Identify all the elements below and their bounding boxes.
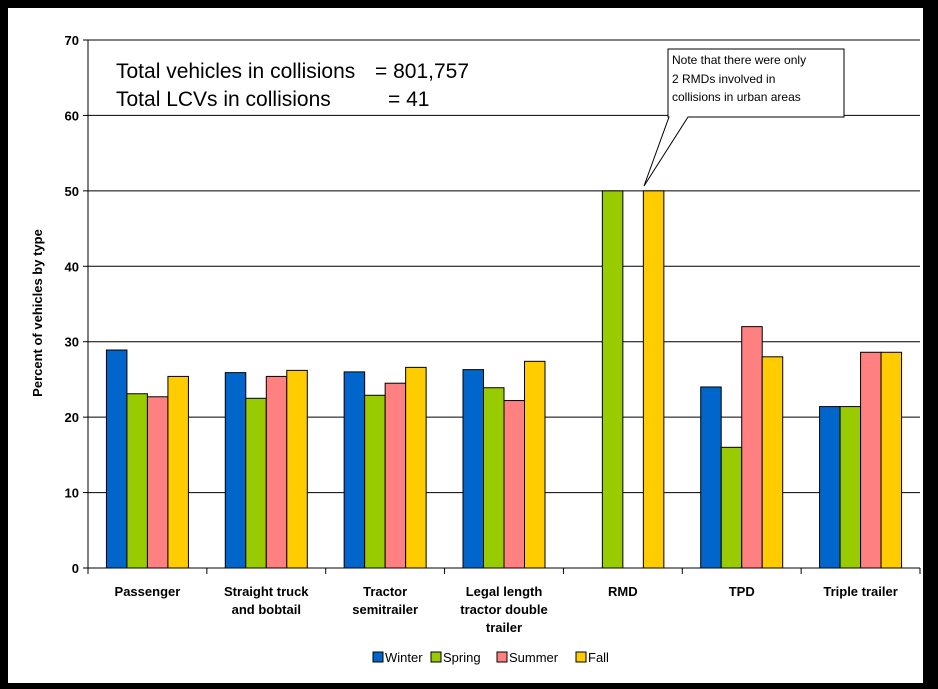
callout-box (643, 48, 845, 187)
x-category-label: RMD (608, 584, 638, 599)
x-category-label: Tractor (363, 584, 407, 599)
rmd-callout: Note that there were only 2 RMDs involve… (643, 48, 845, 187)
y-tick-labels: 0 10 20 30 40 50 60 70 (65, 33, 79, 576)
bar-fall-0 (167, 375, 189, 569)
bar-chart: 0 10 20 30 40 50 60 70 Passenger Straight truck a… (30, 33, 921, 665)
chart-frame: 0 10 20 30 40 50 60 70 Passenger Straight truck a… (8, 8, 926, 683)
bar-spring-0 (126, 393, 148, 569)
bar-spring-3 (483, 387, 505, 569)
legend-label-fall: Fall (588, 650, 609, 665)
legend-swatch-summer (496, 651, 508, 663)
x-category-label: trailer (486, 620, 522, 635)
bar-winter-0 (105, 349, 128, 569)
x-category-label: and bobtail (232, 602, 301, 617)
total-vehicles-label: Total vehicles in collisions (116, 60, 355, 83)
bars (105, 190, 903, 569)
y-tick-label: 0 (72, 561, 79, 576)
bar-spring-4 (601, 190, 624, 569)
bar-summer-3 (503, 400, 525, 569)
legend-swatch-fall (575, 651, 587, 663)
total-lcvs-value: = 41 (388, 88, 429, 111)
y-tick-label: 50 (65, 184, 79, 199)
bar-fall-5 (761, 356, 784, 569)
y-tick-label: 40 (65, 259, 79, 274)
x-category-label: Passenger (115, 584, 181, 599)
legend-label-summer: Summer (509, 650, 559, 665)
y-tick-label: 20 (65, 410, 79, 425)
bar-fall-1 (286, 369, 308, 569)
x-category-label: Straight truck (224, 584, 309, 599)
x-category-labels: Passenger Straight truck and bobtail Tracto… (115, 584, 898, 635)
bar-winter-5 (700, 386, 722, 569)
bar-fall-2 (405, 366, 427, 569)
x-category-label: Legal length (466, 584, 543, 599)
bar-winter-6 (819, 406, 841, 569)
bar-winter-3 (462, 369, 484, 569)
x-category-label: TPD (729, 584, 755, 599)
x-category-label: semitrailer (352, 602, 418, 617)
bar-spring-5 (720, 446, 743, 569)
bar-spring-1 (245, 397, 267, 569)
bar-summer-6 (860, 351, 882, 569)
legend-swatch-spring (430, 651, 442, 663)
total-lcvs-label: Total LCVs in collisions (116, 88, 331, 111)
x-category-label: Triple trailer (823, 584, 897, 599)
legend-label-winter: Winter (385, 650, 423, 665)
bar-summer-2 (384, 382, 407, 569)
callout-line-3: collisions in urban areas (672, 90, 801, 104)
total-vehicles-value: = 801,757 (375, 60, 469, 83)
bar-spring-6 (839, 406, 862, 569)
bar-summer-1 (265, 375, 288, 569)
legend: Winter Spring Summer Fall (372, 650, 609, 665)
y-tick-label: 10 (65, 486, 79, 501)
bar-spring-2 (364, 394, 386, 569)
legend-swatch-winter (372, 651, 384, 663)
y-tick-label: 70 (65, 33, 79, 48)
bar-fall-4 (642, 190, 665, 569)
x-category-label: tractor double (460, 602, 547, 617)
bar-fall-3 (524, 360, 546, 569)
totals-annotation: Total vehicles in collisions = 801,757 T… (116, 60, 469, 111)
y-tick-label: 60 (65, 108, 79, 123)
callout-line-1: Note that there were only (672, 53, 806, 67)
y-axis-label: Percent of vehicles by type (30, 229, 45, 397)
bar-fall-6 (880, 351, 903, 569)
bar-summer-0 (146, 396, 169, 569)
legend-label-spring: Spring (443, 650, 481, 665)
bar-winter-1 (224, 372, 247, 569)
callout-line-2: 2 RMDs involved in (672, 72, 775, 86)
bar-summer-5 (741, 326, 763, 569)
y-tick-label: 30 (65, 335, 79, 350)
axes (87, 40, 921, 574)
bar-winter-2 (343, 371, 366, 569)
